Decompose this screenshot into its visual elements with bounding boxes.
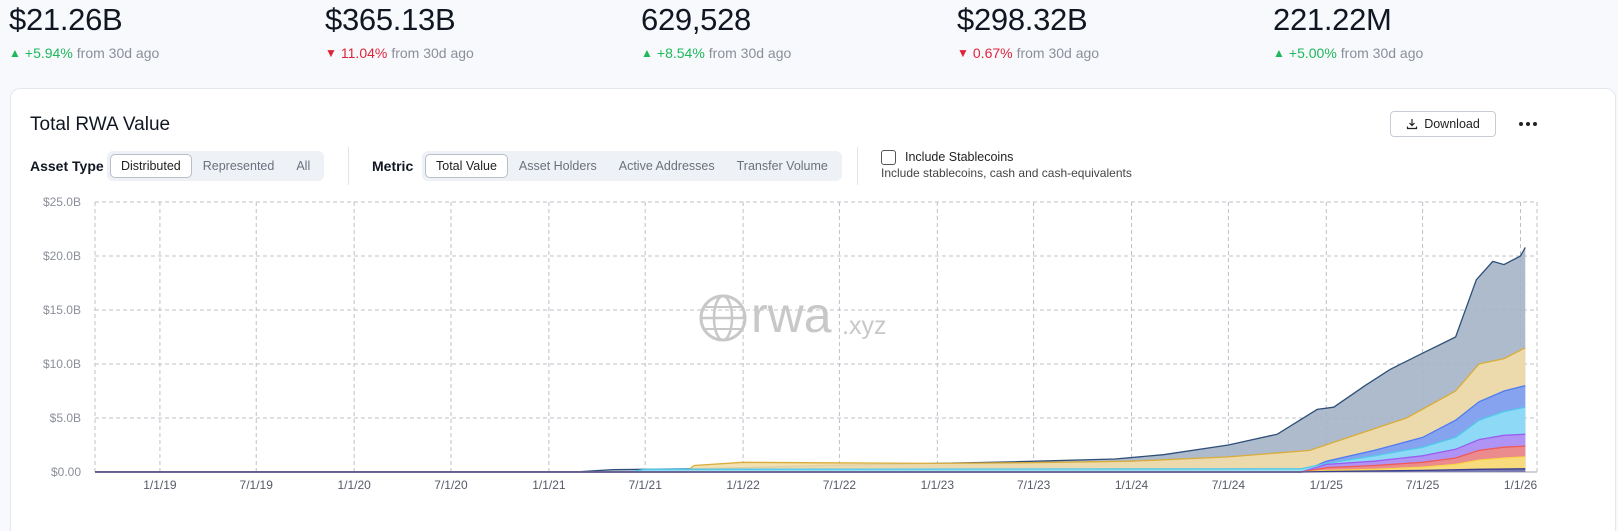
stat-change: ▼ 0.67% from 30d ago [957, 43, 1099, 63]
x-tick-label: 1/1/19 [143, 478, 177, 492]
asset-type-segmented: Distributed Represented All [107, 151, 325, 181]
x-tick-label: 7/1/25 [1406, 478, 1440, 492]
x-tick-label: 7/1/21 [629, 478, 663, 492]
triangle-up-icon: ▲ [1273, 46, 1285, 60]
metric-label: Metric [372, 158, 414, 174]
asset-type-option-all[interactable]: All [296, 159, 311, 173]
y-tick-label: $15.0B [43, 303, 81, 317]
x-tick-label: 7/1/24 [1212, 478, 1246, 492]
y-tick-label: $5.0B [50, 411, 81, 425]
more-options-button[interactable] [1513, 113, 1543, 135]
triangle-down-icon: ▼ [957, 46, 969, 60]
area-series-6-line [95, 445, 1526, 473]
x-tick-label: 1/1/23 [921, 478, 955, 492]
stat-card: 221.22M ▲ +5.00% from 30d ago [1273, 0, 1423, 63]
x-tick-label: 1/1/22 [726, 478, 760, 492]
area-series-2-line [95, 347, 1526, 473]
area-series-1 [95, 247, 1526, 472]
include-stablecoins-description: Include stablecoins, cash and cash-equiv… [881, 166, 1132, 180]
stat-change: ▲ +5.00% from 30d ago [1273, 43, 1423, 63]
stat-card: $365.13B ▼ 11.04% from 30d ago [325, 0, 474, 63]
stat-change-suffix: from 30d ago [1016, 45, 1100, 61]
download-icon [1407, 119, 1418, 130]
area-series-5-line [95, 433, 1526, 473]
stat-value: $365.13B [325, 2, 456, 37]
y-tick-label: $25.0B [43, 195, 81, 209]
y-axis: $0.00 $5.0B $10.0B $15.0B $20.0B $25.0B [43, 195, 81, 479]
metric-option-active-addresses[interactable]: Active Addresses [618, 159, 715, 173]
stat-value: $21.26B [9, 2, 123, 37]
area-series-4-line [95, 406, 1526, 473]
x-tick-label: 7/1/19 [240, 478, 274, 492]
area-series-8 [95, 468, 1526, 472]
x-tick-label: 1/1/24 [1115, 478, 1149, 492]
area-series-8-line [95, 468, 1526, 473]
stat-change-value: +5.94% [24, 45, 73, 61]
watermark-brand: rwa [751, 287, 832, 343]
y-tick-label: $0.00 [51, 465, 81, 479]
watermark-suffix: .xyz [842, 312, 886, 340]
include-stablecoins-label[interactable]: Include Stablecoins [905, 150, 1014, 164]
y-tick-label: $20.0B [43, 249, 81, 263]
asset-type-option-distributed[interactable]: Distributed [110, 154, 192, 178]
stat-change-value: 11.04% [340, 45, 388, 61]
x-tick-label: 1/1/20 [337, 478, 371, 492]
x-tick-label: 1/1/25 [1310, 478, 1344, 492]
stat-value: $298.32B [957, 2, 1088, 37]
stat-card: $21.26B ▲ +5.94% from 30d ago [9, 0, 159, 63]
stat-card: 629,528 ▲ +8.54% from 30d ago [641, 0, 791, 63]
stat-change-suffix: from 30d ago [76, 45, 160, 61]
stat-change-value: 0.67% [972, 45, 1013, 61]
chart-card: Total RWA Value Download Asset Type Dist… [10, 88, 1616, 531]
metric-option-total-value[interactable]: Total Value [425, 154, 508, 178]
download-button[interactable]: Download [1390, 111, 1496, 137]
stat-change: ▲ +8.54% from 30d ago [641, 43, 791, 63]
x-tick-label: 1/1/21 [532, 478, 566, 492]
stat-change-suffix: from 30d ago [1340, 45, 1424, 61]
triangle-up-icon: ▲ [641, 46, 653, 60]
dot-icon [1519, 122, 1523, 126]
x-axis: 1/1/19 7/1/19 1/1/20 7/1/20 1/1/21 7/1/21 1/1/… [143, 478, 1537, 492]
stats-row: $21.26B ▲ +5.94% from 30d ago $365.13B ▼… [0, 0, 1618, 88]
dot-icon [1526, 122, 1530, 126]
chart-title: Total RWA Value [30, 114, 171, 135]
watermark: rwa .xyz [699, 287, 886, 343]
stat-change-suffix: from 30d ago [708, 45, 792, 61]
stat-change-value: +8.54% [656, 45, 705, 61]
metric-option-asset-holders[interactable]: Asset Holders [518, 159, 597, 173]
stat-change: ▼ 11.04% from 30d ago [325, 43, 474, 63]
x-tick-label: 7/1/22 [823, 478, 857, 492]
dot-icon [1533, 122, 1537, 126]
x-tick-label: 1/1/26 [1504, 478, 1538, 492]
stat-change: ▲ +5.94% from 30d ago [9, 43, 159, 63]
asset-type-label: Asset Type [30, 158, 104, 174]
stat-change-suffix: from 30d ago [391, 45, 474, 61]
x-tick-label: 7/1/20 [434, 478, 468, 492]
download-label: Download [1424, 117, 1480, 131]
rwa-value-chart: rwa .xyz $0.00 $5.0B $10.0B $15.0B $20.0B $25… [43, 195, 1538, 492]
x-tick-label: 7/1/23 [1017, 478, 1051, 492]
divider [857, 147, 858, 185]
chart-areas [94, 247, 1526, 473]
globe-icon [699, 294, 747, 342]
triangle-down-icon: ▼ [325, 46, 337, 60]
y-tick-label: $10.0B [43, 357, 81, 371]
metric-segmented: Total Value Asset Holders Active Address… [422, 151, 842, 181]
include-stablecoins-checkbox[interactable] [881, 150, 896, 165]
metric-option-transfer-volume[interactable]: Transfer Volume [736, 159, 828, 173]
stat-card: $298.32B ▼ 0.67% from 30d ago [957, 0, 1099, 63]
stat-value: 629,528 [641, 2, 751, 37]
stat-value: 221.22M [1273, 2, 1392, 37]
stat-change-value: +5.00% [1288, 45, 1337, 61]
area-series-2 [95, 347, 1526, 472]
divider [348, 147, 349, 185]
asset-type-option-represented[interactable]: Represented [202, 159, 275, 173]
triangle-up-icon: ▲ [9, 46, 21, 60]
